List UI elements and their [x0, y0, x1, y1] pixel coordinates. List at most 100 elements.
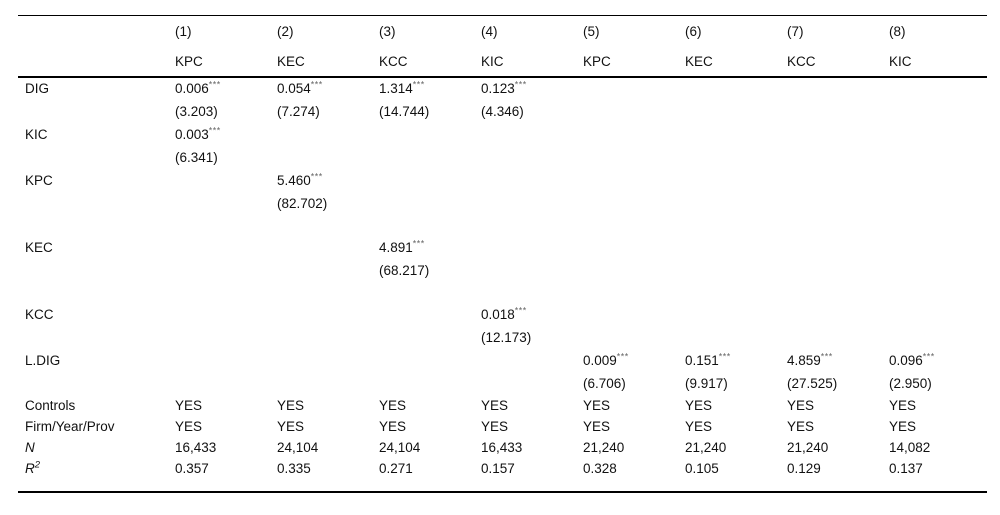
- row-label-empty: [18, 259, 171, 282]
- coefficient-cell: 0.006***: [171, 77, 273, 100]
- t-statistic-value: (14.744): [379, 103, 430, 119]
- summary-value-cell: YES: [277, 397, 305, 413]
- column-number: (1): [171, 15, 273, 47]
- tstatistic-cell: [681, 259, 783, 282]
- summary-value-cell: 0.137: [889, 460, 923, 476]
- coefficient-row: L.DIG 0.009*** 0.151*** 4.859*** 0.096***: [18, 349, 987, 372]
- column-model-label: KPC: [579, 46, 681, 78]
- tstatistic-cell: (3.203): [171, 100, 273, 123]
- row-label: KEC: [25, 239, 53, 255]
- tstatistic-cell: [783, 192, 885, 215]
- summary-value-cell: 0.335: [277, 460, 311, 476]
- tstatistic-cell: [273, 372, 375, 395]
- coefficient-value: 4.859: [787, 352, 821, 368]
- coefficient-cell: [375, 169, 477, 192]
- bottom-rule-cell: [18, 478, 987, 493]
- coefficient-cell: 0.096***: [885, 349, 987, 372]
- tstatistic-cell: [579, 326, 681, 349]
- t-statistic-value: (6.341): [175, 149, 218, 165]
- coefficient-cell: [681, 77, 783, 100]
- coefficient-cell: [375, 349, 477, 372]
- coefficient-cell: [783, 123, 885, 146]
- coefficient-cell: [477, 123, 579, 146]
- coefficient-cell: [171, 169, 273, 192]
- coefficient-cell: [885, 236, 987, 259]
- summary-value-cell: 0.271: [379, 460, 413, 476]
- coefficient-cell: [273, 303, 375, 326]
- column-number: (6): [681, 15, 783, 47]
- column-model-label: KIC: [477, 46, 579, 78]
- tstatistic-cell: [273, 259, 375, 282]
- header-row-numbers: (1) (2) (3) (4) (5) (6) (7) (8): [18, 15, 987, 47]
- summary-value-cell: 14,082: [889, 439, 931, 455]
- summary-label-text: Firm/Year/Prov: [25, 418, 115, 434]
- summary-row: Controls YES YES YES YES YES YES YES YES: [18, 395, 987, 416]
- column-model-label: KCC: [783, 46, 885, 78]
- summary-row: R2 0.357 0.335 0.271 0.157 0.328 0.105 0.129 0.1…: [18, 458, 987, 479]
- coefficient-value: 1.314: [379, 81, 413, 96]
- tstatistic-cell: [477, 259, 579, 282]
- tstatistic-cell: (82.702): [273, 192, 375, 215]
- column-number: (4): [477, 15, 579, 47]
- header-corner-cell: [18, 15, 171, 47]
- tstatistic-row: (12.173): [18, 326, 987, 349]
- summary-value-cell: 24,104: [277, 439, 319, 455]
- coefficient-cell: [579, 77, 681, 100]
- coefficient-cell: [885, 123, 987, 146]
- summary-value-cell: YES: [685, 397, 713, 413]
- coefficient-cell: [375, 303, 477, 326]
- t-statistic-value: (7.274): [277, 103, 320, 119]
- tstatistic-cell: (14.744): [375, 100, 477, 123]
- coefficient-cell: [579, 123, 681, 146]
- coefficient-value: 0.003: [175, 126, 209, 142]
- coefficient-cell: [783, 77, 885, 100]
- tstatistic-cell: [375, 326, 477, 349]
- coefficient-value: 0.018: [481, 306, 515, 322]
- tstatistic-cell: (12.173): [477, 326, 579, 349]
- tstatistic-cell: [681, 146, 783, 169]
- tstatistic-row: (6.341): [18, 146, 987, 169]
- row-label: DIG: [25, 81, 50, 96]
- significance-stars: ***: [616, 351, 629, 361]
- tstatistic-cell: [885, 259, 987, 282]
- table-body: DIG 0.006*** 0.054*** 1.314*** 0.123*** (3.20…: [18, 77, 987, 493]
- summary-value-cell: 0.105: [685, 460, 719, 476]
- significance-stars: ***: [208, 125, 221, 135]
- tstatistic-cell: [273, 146, 375, 169]
- summary-value-cell: 0.129: [787, 460, 821, 476]
- tstatistic-row: (82.702): [18, 192, 987, 215]
- row-label: KCC: [25, 306, 54, 322]
- summary-value-cell: 0.328: [583, 460, 617, 476]
- column-number: (5): [579, 15, 681, 47]
- tstatistic-cell: [783, 326, 885, 349]
- coefficient-cell: [885, 77, 987, 100]
- summary-value-cell: 0.357: [175, 460, 209, 476]
- significance-stars: ***: [310, 79, 323, 90]
- coefficient-cell: 0.151***: [681, 349, 783, 372]
- row-label: KPC: [25, 172, 53, 188]
- summary-value-cell: YES: [583, 418, 611, 434]
- row-label: L.DIG: [25, 352, 61, 368]
- significance-stars: ***: [208, 79, 221, 90]
- row-label-empty: [18, 372, 171, 395]
- t-statistic-value: (4.346): [481, 103, 524, 119]
- summary-label-text: Controls: [25, 397, 76, 413]
- coefficient-cell: [681, 303, 783, 326]
- tstatistic-cell: [783, 259, 885, 282]
- regression-table: (1) (2) (3) (4) (5) (6) (7) (8) KPC KEC KCC KIC KPC K…: [18, 15, 987, 493]
- summary-value-cell: YES: [787, 397, 815, 413]
- summary-row-label: Controls: [18, 395, 171, 416]
- coefficient-row: KCC 0.018***: [18, 303, 987, 326]
- coefficient-row: DIG 0.006*** 0.054*** 1.314*** 0.123***: [18, 77, 987, 100]
- coefficient-cell: 4.891***: [375, 236, 477, 259]
- coefficient-value: 0.009: [583, 352, 617, 368]
- coefficient-cell: [171, 303, 273, 326]
- significance-stars: ***: [922, 351, 935, 361]
- row-label-empty: [18, 192, 171, 215]
- coefficient-cell: [783, 169, 885, 192]
- coefficient-cell: 4.859***: [783, 349, 885, 372]
- tstatistic-cell: [477, 192, 579, 215]
- summary-value-cell: YES: [787, 418, 815, 434]
- summary-value-cell: YES: [379, 418, 407, 434]
- spacer-cell: [18, 282, 987, 303]
